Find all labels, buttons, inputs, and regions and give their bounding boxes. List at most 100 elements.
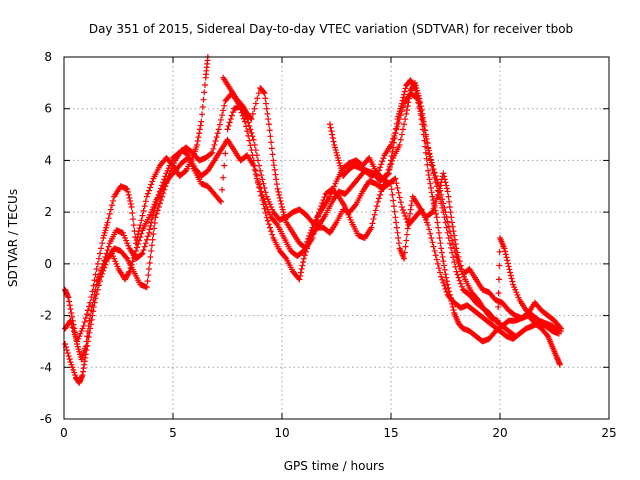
data-point xyxy=(255,90,262,97)
data-point xyxy=(502,248,509,255)
data-point xyxy=(194,138,201,145)
data-point xyxy=(506,266,513,273)
data-point xyxy=(423,135,430,142)
data-point xyxy=(125,269,132,276)
data-point xyxy=(328,128,335,135)
data-point xyxy=(417,99,424,106)
data-point xyxy=(68,309,75,316)
data-point xyxy=(144,190,151,197)
data-point xyxy=(313,217,320,224)
data-point xyxy=(440,258,447,265)
data-point xyxy=(94,260,101,267)
data-point xyxy=(196,130,203,137)
data-point xyxy=(130,254,137,261)
data-point xyxy=(402,116,409,123)
data-point xyxy=(262,95,269,102)
data-point xyxy=(155,203,162,210)
data-point xyxy=(159,193,166,200)
data-point xyxy=(441,282,448,289)
data-point xyxy=(298,266,305,273)
data-point xyxy=(141,203,148,210)
data-point xyxy=(318,203,325,210)
data-point xyxy=(269,151,276,158)
data-point xyxy=(508,275,515,282)
data-point xyxy=(406,91,413,98)
data-point xyxy=(449,300,456,307)
data-point xyxy=(83,338,90,345)
data-point xyxy=(256,162,263,169)
data-point xyxy=(452,249,459,256)
data-point xyxy=(377,164,384,171)
data-point xyxy=(219,186,226,193)
data-point xyxy=(216,197,223,204)
data-point xyxy=(434,219,441,226)
data-point xyxy=(263,100,270,107)
x-tick-label: 25 xyxy=(601,426,616,440)
data-point xyxy=(454,271,461,278)
data-point xyxy=(391,208,398,215)
data-point xyxy=(402,85,409,92)
data-point xyxy=(435,188,442,195)
data-point xyxy=(216,121,223,128)
data-point xyxy=(407,206,414,213)
data-point xyxy=(276,194,283,201)
data-point xyxy=(247,115,254,122)
data-point xyxy=(147,253,154,260)
data-point xyxy=(352,202,359,209)
data-point xyxy=(428,210,435,217)
data-point xyxy=(443,278,450,285)
data-point xyxy=(391,132,398,139)
data-point xyxy=(299,262,306,269)
data-point xyxy=(146,187,153,194)
data-point xyxy=(444,218,451,225)
data-point xyxy=(127,197,134,204)
data-point xyxy=(317,206,324,213)
data-point xyxy=(449,237,456,244)
data-point xyxy=(143,236,150,243)
data-point xyxy=(441,173,448,180)
data-point xyxy=(272,171,279,178)
data-point xyxy=(210,145,217,152)
data-point xyxy=(143,284,150,291)
data-point xyxy=(446,203,453,210)
data-point xyxy=(388,160,394,167)
data-point xyxy=(419,114,426,121)
data-point xyxy=(451,245,458,252)
data-point xyxy=(142,240,149,247)
data-point xyxy=(257,167,264,174)
x-tick-label: 15 xyxy=(383,426,398,440)
data-point xyxy=(396,194,403,201)
data-point xyxy=(425,144,432,151)
data-point xyxy=(389,191,396,198)
data-point xyxy=(321,194,328,201)
data-point xyxy=(388,141,394,148)
data-point xyxy=(401,91,408,98)
data-point xyxy=(124,188,131,195)
data-point xyxy=(319,200,326,207)
data-point xyxy=(439,276,446,283)
series-track-f xyxy=(326,79,565,335)
data-point xyxy=(301,252,308,259)
y-tick-label: -2 xyxy=(40,309,52,323)
data-point xyxy=(98,245,105,252)
data-point xyxy=(384,169,391,176)
data-point xyxy=(405,219,412,226)
data-point xyxy=(441,262,448,269)
y-tick-label: 0 xyxy=(44,257,52,271)
data-point xyxy=(249,110,256,117)
data-point xyxy=(271,162,278,169)
data-point xyxy=(96,250,103,257)
data-point xyxy=(246,137,253,144)
data-point xyxy=(404,225,411,232)
data-point xyxy=(399,126,406,133)
data-point xyxy=(260,195,267,202)
data-point xyxy=(296,276,303,283)
data-point xyxy=(403,237,410,244)
data-point xyxy=(93,266,100,273)
data-point xyxy=(148,219,155,226)
data-point xyxy=(87,312,94,319)
data-point xyxy=(390,197,397,204)
data-point xyxy=(123,254,130,261)
data-point xyxy=(226,119,233,126)
data-point xyxy=(403,107,410,114)
